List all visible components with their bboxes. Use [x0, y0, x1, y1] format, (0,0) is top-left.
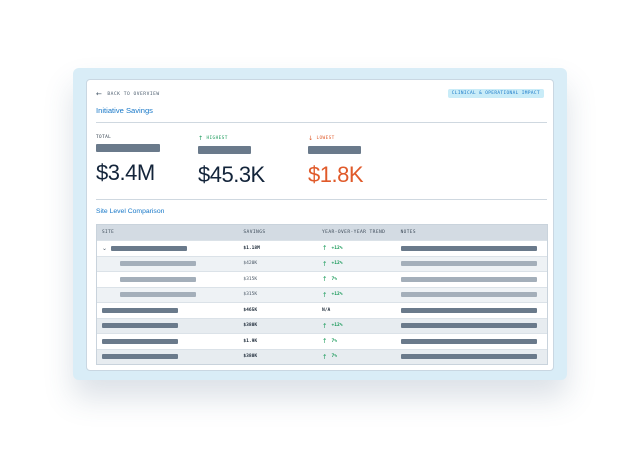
savings-cell: $1.18M: [243, 245, 260, 251]
stat-total-label: TOTAL: [96, 135, 112, 140]
arrow-down-icon: ↓: [308, 135, 314, 142]
stat-lowest-value: $1.8K: [308, 162, 364, 187]
site-name-placeholder: [102, 354, 178, 360]
table-row[interactable]: $315K ↑ +12%: [97, 286, 547, 302]
savings-cell: $380K: [243, 323, 258, 329]
savings-cell: $380K: [243, 354, 258, 360]
notes-placeholder: [400, 354, 537, 360]
stat-lowest-label: ↓ LOWEST: [308, 135, 335, 142]
notes-placeholder: [400, 307, 537, 313]
trend-cell: ↑ +12%: [322, 244, 343, 253]
page-title: Initiative Savings: [96, 106, 153, 115]
savings-cell: $465K: [243, 307, 258, 313]
notes-placeholder: [400, 323, 537, 329]
site-comparison-table: SITE SAVINGS YEAR-OVER-YEAR TREND NOTES …: [96, 224, 548, 365]
stat-highest-value: $45.3K: [198, 162, 265, 187]
trend-up-icon: ↑: [322, 337, 328, 346]
column-header-notes[interactable]: NOTES: [400, 230, 416, 235]
table-row[interactable]: $380K ↑ +12%: [97, 317, 547, 333]
stat-lowest: ↓ LOWEST $1.8K: [308, 135, 364, 188]
table-row[interactable]: ⌄ $1.18M ↑ +12%: [97, 240, 547, 256]
notes-placeholder: [400, 276, 537, 282]
column-header-trend[interactable]: YEAR-OVER-YEAR TREND: [322, 230, 386, 235]
table-row[interactable]: $1.9K ↑ 7%: [97, 333, 547, 349]
savings-cell: $315K: [243, 276, 258, 282]
site-name-placeholder: [111, 245, 187, 251]
site-name-placeholder: [102, 323, 178, 329]
table-header: SITE SAVINGS YEAR-OVER-YEAR TREND NOTES: [97, 225, 547, 240]
trend-up-icon: ↑: [322, 290, 328, 299]
table-row[interactable]: $420K ↑ +12%: [97, 255, 547, 271]
savings-cell: $420K: [243, 261, 258, 267]
stat-total-placeholder: [96, 144, 160, 152]
stat-highest-placeholder: [198, 146, 251, 154]
site-name-placeholder: [102, 338, 178, 344]
section-title: Site Level Comparison: [96, 208, 165, 215]
arrow-left-icon: ←: [96, 90, 103, 98]
trend-up-icon: ↑: [322, 321, 328, 330]
trend-up-icon: ↑: [322, 275, 328, 284]
notes-placeholder: [400, 292, 537, 298]
stat-total: TOTAL $3.4M: [96, 135, 160, 186]
trend-cell: ↑ +12%: [322, 290, 343, 299]
chevron-down-icon[interactable]: ⌄: [102, 244, 108, 252]
dashboard-panel: ← BACK TO OVERVIEW CLINICAL & OPERATIONA…: [86, 79, 554, 371]
back-to-overview-link[interactable]: ← BACK TO OVERVIEW: [96, 90, 160, 98]
trend-cell: ↑ 7%: [322, 275, 337, 284]
stat-total-value: $3.4M: [96, 160, 155, 185]
header-divider: [96, 122, 547, 123]
stat-highest-label: ↑ HIGHEST: [198, 135, 228, 142]
stat-highest: ↑ HIGHEST $45.3K: [198, 135, 265, 188]
column-header-savings[interactable]: SAVINGS: [243, 230, 266, 235]
table-row[interactable]: $380K ↑ 7%: [97, 348, 547, 364]
trend-up-icon: ↑: [322, 352, 328, 361]
notes-placeholder: [400, 245, 537, 251]
table-row[interactable]: $315K ↑ 7%: [97, 271, 547, 287]
stats-divider: [96, 199, 547, 200]
trend-cell: ↑ 7%: [322, 337, 337, 346]
site-name-placeholder: [120, 261, 196, 267]
notes-placeholder: [400, 261, 537, 267]
site-name-placeholder: [102, 307, 178, 313]
arrow-up-icon: ↑: [198, 135, 204, 142]
site-name-placeholder: [120, 292, 196, 298]
trend-up-icon: ↑: [322, 259, 328, 268]
notes-placeholder: [400, 338, 537, 344]
stat-lowest-placeholder: [308, 146, 361, 154]
savings-cell: $315K: [243, 292, 258, 298]
trend-up-icon: ↑: [322, 244, 328, 253]
back-link-label: BACK TO OVERVIEW: [107, 91, 160, 97]
trend-cell: ↑ 7%: [322, 352, 337, 361]
table-row[interactable]: $465K N/A: [97, 302, 547, 318]
trend-cell: ↑ +12%: [322, 321, 343, 330]
site-name-placeholder: [120, 276, 196, 282]
column-header-site[interactable]: SITE: [102, 230, 115, 235]
trend-cell: ↑ +12%: [322, 259, 343, 268]
category-badge: CLINICAL & OPERATIONAL IMPACT: [447, 89, 544, 98]
savings-cell: $1.9K: [243, 338, 258, 344]
trend-cell: N/A: [322, 307, 331, 313]
